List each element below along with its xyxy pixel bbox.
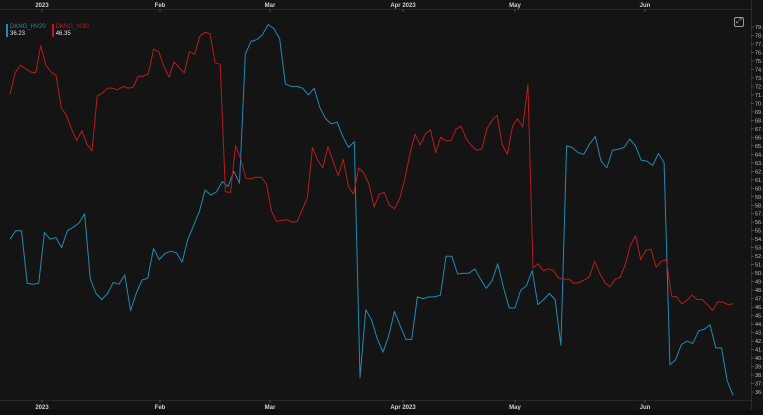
bottom-axis-line xyxy=(0,400,752,401)
x-tick-label-bottom: Jun xyxy=(640,405,651,410)
legend-value-hv20: 36.23 xyxy=(10,31,26,37)
y-tick-label: 45.0 xyxy=(755,314,763,320)
y-tick-label: 40.0 xyxy=(755,356,763,362)
x-axis-top: 2023 Feb Mar Apr 2023 May Jun xyxy=(35,3,651,12)
x-tick-label-top: 2023 xyxy=(35,3,49,9)
series-line-dkng-iv30[interactable] xyxy=(9,31,734,311)
y-tick-label: 71.0 xyxy=(755,93,763,99)
y-tick-label: 52.0 xyxy=(755,254,763,260)
y-tick-label: 37.0 xyxy=(755,382,763,388)
y-tick-label: 69.0 xyxy=(755,110,763,116)
y-tick-label: 42.0 xyxy=(755,339,763,345)
x-tick-label-top: May xyxy=(509,3,521,9)
y-tick-label: 59.0 xyxy=(755,195,763,201)
y-tick-label: 50.0 xyxy=(755,271,763,277)
top-axis-line xyxy=(0,9,752,10)
y-tick-label: 77.0 xyxy=(755,42,763,48)
y-tick-label: 47.0 xyxy=(755,297,763,303)
y-tick-label: 60.0 xyxy=(755,186,763,192)
legend-swatch-iv30 xyxy=(51,24,54,37)
y-tick-label: 44.0 xyxy=(755,322,763,328)
legend-name-hv20: DKNG_HV20 xyxy=(10,24,46,30)
y-tick-label: 43.0 xyxy=(755,331,763,337)
x-axis-bottom: 2023 Feb Mar Apr 2023 May Jun xyxy=(35,400,651,411)
y-tick-label: 55.0 xyxy=(755,229,763,235)
x-tick-label-bottom: 2023 xyxy=(35,405,49,410)
y-tick-label: 57.0 xyxy=(755,212,763,218)
y-tick-label: 64.0 xyxy=(755,152,763,158)
y-tick-label: 48.0 xyxy=(755,288,763,294)
y-tick-label: 76.0 xyxy=(755,50,763,56)
y-tick-label: 51.0 xyxy=(755,263,763,269)
y-tick-label: 58.0 xyxy=(755,203,763,209)
legend-swatch-hv20 xyxy=(6,24,8,37)
y-tick-label: 70.0 xyxy=(755,101,763,107)
legend-text-iv30: DKNG_IV30 46.35 xyxy=(56,24,89,38)
y-tick-label: 75.0 xyxy=(755,59,763,65)
y-axis: 79.0 78.0 77.0 76.0 75.0 74.0 73.0 72.0 71.0 70.0… xyxy=(751,25,763,396)
x-tick-label-bottom: Feb xyxy=(155,405,166,410)
x-tick-label-bottom: Apr 2023 xyxy=(390,405,416,410)
y-tick-label: 73.0 xyxy=(755,76,763,82)
x-tick-label-bottom: Mar xyxy=(265,405,276,410)
y-tick-label: 67.0 xyxy=(755,127,763,133)
legend: DKNG_HV20 36.23 DKNG_IV30 46.35 xyxy=(6,24,89,38)
legend-text-hv20: DKNG_HV20 36.23 xyxy=(10,24,46,38)
y-tick-label: 49.0 xyxy=(755,280,763,286)
x-tick-label-top: Jun xyxy=(640,3,651,9)
legend-item-iv30[interactable]: DKNG_IV30 46.35 xyxy=(51,24,89,38)
y-tick-label: 46.0 xyxy=(755,305,763,311)
legend-name-iv30: DKNG_IV30 xyxy=(55,24,89,30)
y-tick-label: 54.0 xyxy=(755,237,763,243)
y-tick-label: 78.0 xyxy=(755,33,763,39)
x-tick-label-top: Feb xyxy=(155,3,166,9)
legend-item-hv20[interactable]: DKNG_HV20 36.23 xyxy=(6,24,46,38)
legend-value-iv30: 46.35 xyxy=(55,31,71,37)
y-tick-label: 62.0 xyxy=(755,169,763,175)
expand-icon[interactable]: ⤢ xyxy=(734,17,744,27)
series-lines xyxy=(9,24,734,396)
y-tick-label: 66.0 xyxy=(755,135,763,141)
y-tick-label: 72.0 xyxy=(755,84,763,90)
y-tick-label: 79.0 xyxy=(755,25,763,31)
y-tick-label: 65.0 xyxy=(755,144,763,150)
y-tick-label: 68.0 xyxy=(755,118,763,124)
y-tick-label: 36.0 xyxy=(755,390,763,396)
y-tick-label: 74.0 xyxy=(755,67,763,73)
y-tick-label: 56.0 xyxy=(755,220,763,226)
series-line-dkng-hv20[interactable] xyxy=(9,24,734,396)
y-tick-label: 39.0 xyxy=(755,365,763,371)
x-tick-label-top: Apr 2023 xyxy=(390,3,416,9)
y-tick-label: 41.0 xyxy=(755,348,763,354)
y-tick-label: 53.0 xyxy=(755,246,763,252)
x-tick-label-top: Mar xyxy=(265,3,276,9)
y-tick-label: 38.0 xyxy=(755,373,763,379)
y-tick-label: 61.0 xyxy=(755,178,763,184)
y-tick-label: 63.0 xyxy=(755,161,763,167)
x-tick-label-bottom: May xyxy=(509,405,521,410)
